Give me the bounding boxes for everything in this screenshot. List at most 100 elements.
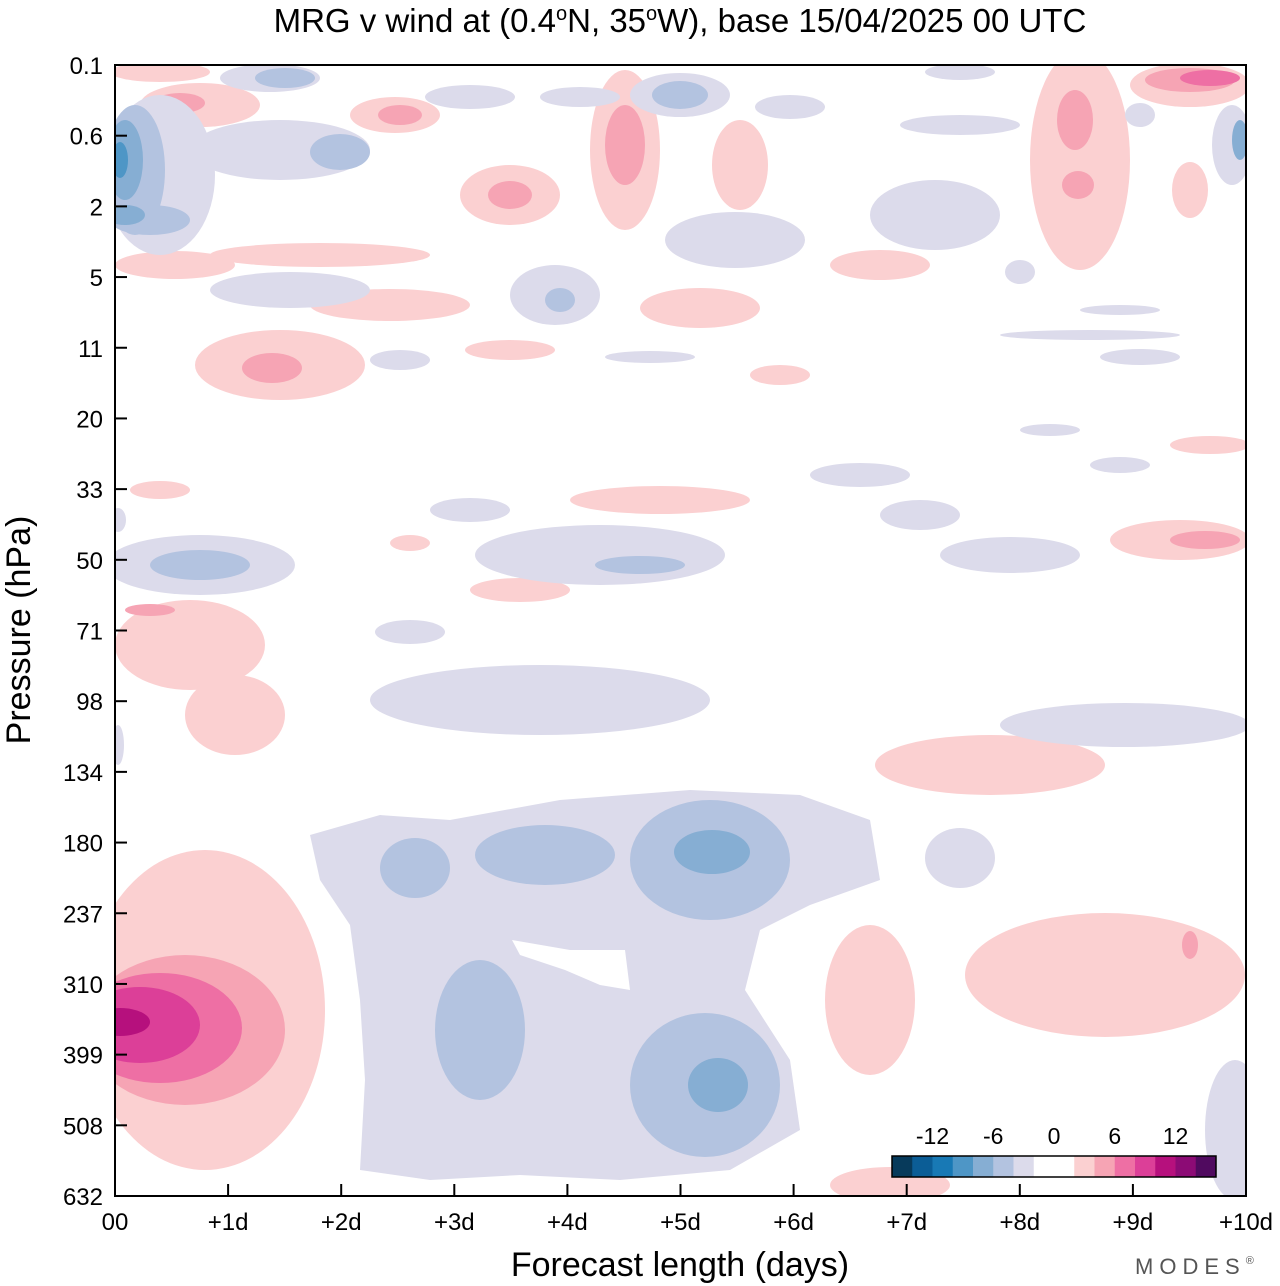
y-tick-label: 134 <box>63 760 103 787</box>
contour-neg <box>1125 103 1155 127</box>
contour-pos <box>115 987 200 1063</box>
x-axis-ticks: 00 +1d +2d +3d +4d +5d +6d +7d +8d +9d +10d <box>102 1184 1273 1236</box>
contour-pos <box>1172 162 1208 218</box>
contour-neg <box>870 180 1000 250</box>
colorbar: -12 -6 0 6 12 <box>891 1123 1217 1178</box>
contour-pos <box>1057 90 1093 150</box>
x-axis-label: Forecast length (days) <box>511 1246 849 1284</box>
contour-pos <box>115 251 235 279</box>
contour-zero <box>512 940 630 990</box>
contour-pos <box>390 535 430 551</box>
y-tick-label: 71 <box>76 619 103 646</box>
y-tick-label: 2 <box>90 194 103 221</box>
y-tick-label: 0.1 <box>70 53 103 80</box>
y-tick-label: 632 <box>63 1184 103 1211</box>
contour-pos <box>115 1008 150 1036</box>
contour-neg <box>370 665 710 735</box>
contour-pos <box>130 481 190 499</box>
contour-neg <box>1232 120 1246 160</box>
colorbar-swatch <box>1033 1156 1055 1177</box>
x-tick-label: +3d <box>434 1209 475 1236</box>
y-tick-label: 399 <box>63 1043 103 1070</box>
contour-neg <box>1080 305 1160 315</box>
y-axis-ticks: 0.1 0.6 2 5 11 20 33 50 71 98 134 180 237 310 399 508 63… <box>63 53 127 1211</box>
colorbar-swatch <box>1094 1156 1116 1177</box>
contour-neg <box>115 725 124 765</box>
contour-pos <box>1182 931 1198 959</box>
colorbar-swatch <box>973 1156 994 1177</box>
contour-pos <box>470 578 570 602</box>
x-tick-label: 00 <box>102 1209 129 1236</box>
contour-neg <box>1090 457 1150 473</box>
x-tick-label: +8d <box>999 1209 1040 1236</box>
x-tick-label: +4d <box>547 1209 588 1236</box>
x-tick-label: +10d <box>1219 1209 1273 1236</box>
contour-neg <box>1205 1060 1246 1196</box>
contour-neg <box>210 272 370 308</box>
contour-neg <box>880 500 960 530</box>
contour-neg <box>380 838 450 898</box>
y-tick-label: 180 <box>63 831 103 858</box>
colorbar-swatch <box>892 1156 913 1177</box>
contour-pos <box>825 925 915 1075</box>
x-tick-label: +5d <box>660 1209 701 1236</box>
contour-pos <box>242 353 302 383</box>
x-tick-label: +2d <box>321 1209 362 1236</box>
colorbar-label: -12 <box>916 1123 949 1149</box>
x-tick-label: +6d <box>773 1209 814 1236</box>
contour-neg <box>1020 424 1080 436</box>
contour-pos <box>1180 70 1240 86</box>
contour-neg <box>115 205 145 225</box>
contour-pos <box>1062 171 1094 199</box>
contour-pos <box>875 735 1105 795</box>
colorbar-swatch <box>1074 1156 1095 1177</box>
chart-title: MRG v wind at (0.4oN, 35oW), base 15/04/… <box>274 2 1087 39</box>
contour-neg <box>425 85 515 109</box>
contour-neg <box>435 960 525 1100</box>
colorbar-swatch <box>1114 1156 1136 1177</box>
colorbar-swatch <box>1013 1156 1035 1177</box>
contour-neg <box>755 95 825 119</box>
contour-neg <box>540 87 620 107</box>
contour-pos <box>465 340 555 360</box>
contour-neg <box>150 550 250 580</box>
contour-neg <box>115 508 126 532</box>
y-tick-label: 310 <box>63 972 103 999</box>
x-tick-label: +9d <box>1113 1209 1154 1236</box>
colorbar-label: 0 <box>1048 1123 1061 1149</box>
contour-neg <box>925 828 995 888</box>
y-tick-label: 11 <box>78 336 103 363</box>
y-tick-label: 50 <box>76 548 103 575</box>
x-tick-label: +1d <box>208 1209 249 1236</box>
contour-neg <box>255 68 315 88</box>
contour-field <box>115 65 1246 1196</box>
colorbar-swatch <box>1175 1156 1197 1177</box>
y-tick-label: 5 <box>90 265 103 292</box>
contour-neg <box>1000 703 1246 747</box>
contour-pos <box>1030 65 1130 270</box>
contour-neg <box>115 142 128 178</box>
contour-neg <box>545 288 575 312</box>
contour-pos <box>125 604 175 616</box>
colorbar-swatch <box>912 1156 933 1177</box>
contour-neg <box>1100 349 1180 365</box>
brand-logo: MODES® <box>1135 1254 1254 1279</box>
contour-pos <box>640 288 760 328</box>
colorbar-swatch <box>1135 1156 1156 1177</box>
contour-neg <box>674 830 750 874</box>
colorbar-label: -6 <box>983 1123 1003 1149</box>
contour-pos <box>570 486 750 514</box>
colorbar-swatch <box>1155 1156 1176 1177</box>
contour-pos <box>1170 436 1246 454</box>
contour-pos <box>712 120 768 210</box>
contour-pos <box>115 600 265 690</box>
y-tick-label: 237 <box>63 901 103 928</box>
contour-neg <box>115 120 143 200</box>
y-axis-label: Pressure (hPa) <box>0 516 38 745</box>
contour-neg <box>375 620 445 644</box>
colorbar-label: 12 <box>1163 1123 1189 1149</box>
contour-neg <box>1005 260 1035 284</box>
x-tick-label: +7d <box>886 1209 927 1236</box>
contour-neg <box>605 351 695 363</box>
